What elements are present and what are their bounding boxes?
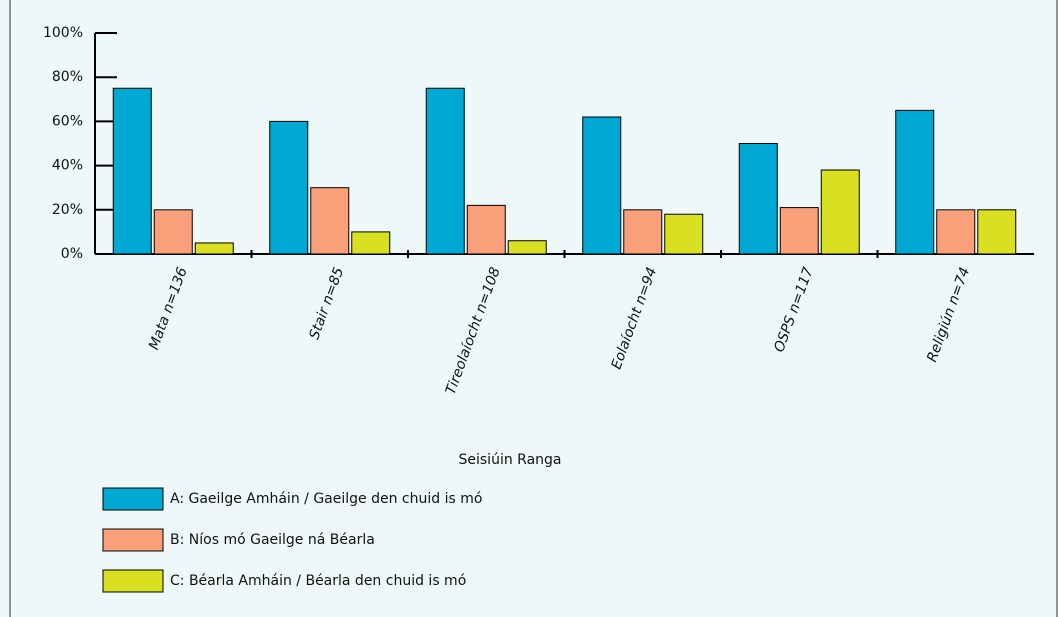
bar: [738, 143, 778, 255]
bar: [112, 87, 152, 255]
frame: [9, 0, 1058, 617]
y-tick-label: 60%: [52, 113, 83, 129]
bar: [779, 207, 819, 255]
bar: [425, 87, 465, 255]
legend-label: A: Gaeilge Amháin / Gaeilge den chuid is…: [170, 491, 482, 507]
bar: [623, 209, 663, 255]
bar: [820, 169, 860, 255]
y-tick-label: 0%: [61, 246, 83, 262]
bar: [466, 204, 506, 255]
bar: [269, 120, 309, 255]
bar: [664, 213, 704, 255]
legend-label: B: Níos mó Gaeilge ná Béarla: [170, 532, 375, 548]
y-tick-label: 100%: [43, 25, 83, 41]
bar: [895, 109, 935, 255]
y-tick-label: 40%: [52, 158, 83, 174]
legend-swatch: [102, 487, 164, 511]
bar: [153, 209, 193, 255]
bar: [194, 242, 234, 255]
bar: [507, 240, 547, 255]
legend-label: C: Béarla Amháin / Béarla den chuid is m…: [170, 573, 466, 589]
bar: [310, 187, 350, 255]
x-axis-title: Seisiúin Ranga: [459, 452, 562, 468]
legend-swatch: [102, 569, 164, 593]
bar: [582, 116, 622, 255]
bar: [351, 231, 391, 255]
bar: [977, 209, 1017, 255]
y-tick-label: 80%: [52, 69, 83, 85]
y-tick-label: 20%: [52, 202, 83, 218]
legend-swatch: [102, 528, 164, 552]
bar: [936, 209, 976, 255]
